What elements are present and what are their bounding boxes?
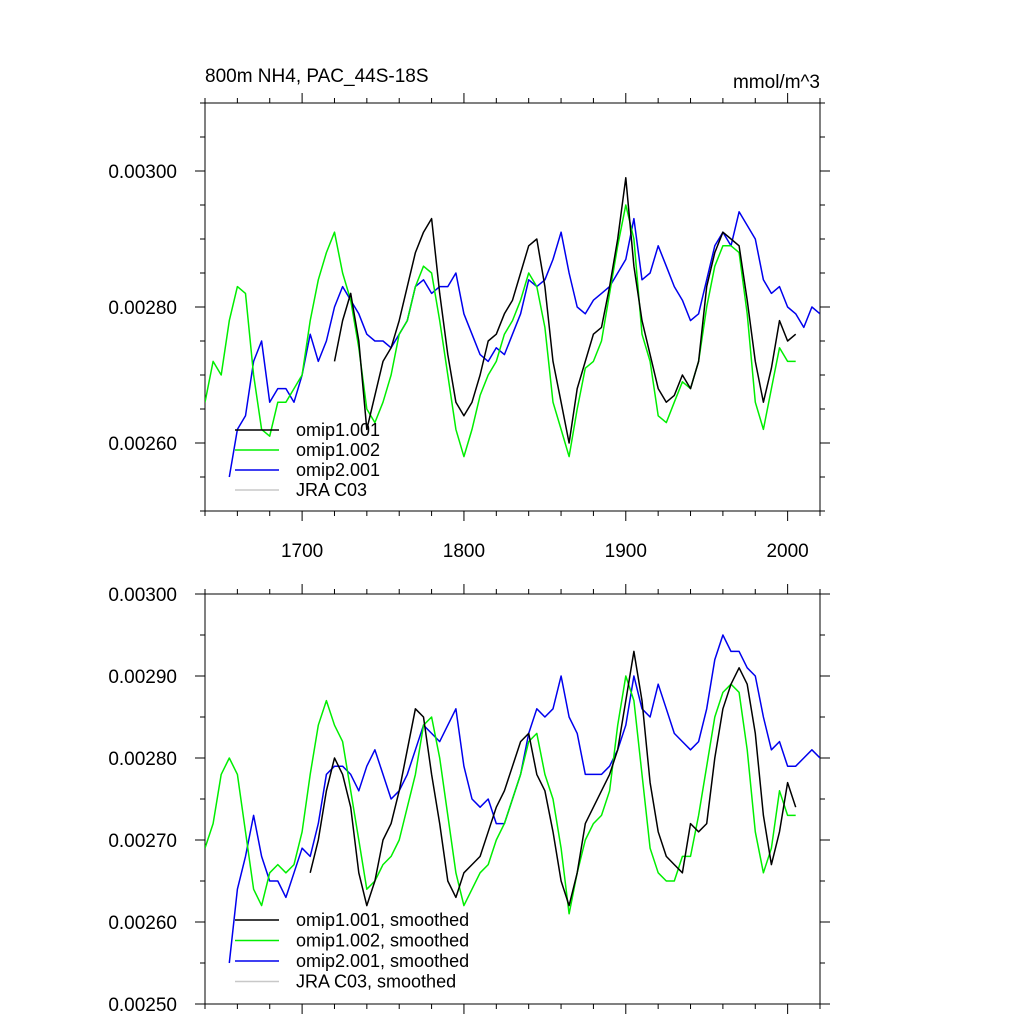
legend-label: omip1.001, smoothed: [296, 910, 469, 930]
legend-label: omip1.002, smoothed: [296, 931, 469, 951]
x-tick-label: 2000: [766, 541, 808, 562]
y-tick-label: 0.00300: [108, 162, 177, 183]
legend-label: omip2.001: [296, 460, 380, 480]
x-tick-label: 1700: [281, 541, 323, 562]
x-tick-label: 1900: [605, 541, 647, 562]
y-tick-label: 0.00260: [108, 434, 177, 455]
units-label: mmol/m^3: [733, 72, 820, 93]
chart-title: 800m NH4, PAC_44S-18S: [205, 66, 429, 87]
series-line: [309, 650, 797, 907]
top-panel: 1700 1800 1900 2000 0.00260 0.00280 0.00300 omi…: [108, 93, 830, 562]
series-line: [228, 634, 820, 964]
legend-label: omip2.001, smoothed: [296, 951, 469, 971]
series-line: [333, 177, 797, 444]
series-line: [205, 204, 796, 458]
y-tick-label: 0.00290: [108, 667, 177, 688]
y-tick-label: 0.00280: [108, 298, 177, 319]
y-tick-label: 0.00250: [108, 995, 177, 1016]
bottom-panel: 0.00250 0.00260 0.00270 0.00280 0.00290 0.003…: [108, 584, 830, 1016]
legend-label: JRA C03: [296, 480, 367, 500]
y-tick-label: 0.00300: [108, 585, 177, 606]
legend-label: omip1.002: [296, 440, 380, 460]
series-line: [205, 675, 796, 915]
y-tick-label: 0.00260: [108, 913, 177, 934]
y-tick-label: 0.00270: [108, 831, 177, 852]
y-tick-label: 0.00280: [108, 749, 177, 770]
legend-label: JRA C03, smoothed: [296, 972, 456, 992]
legend-label: omip1.001: [296, 420, 380, 440]
x-tick-label: 1800: [443, 541, 485, 562]
